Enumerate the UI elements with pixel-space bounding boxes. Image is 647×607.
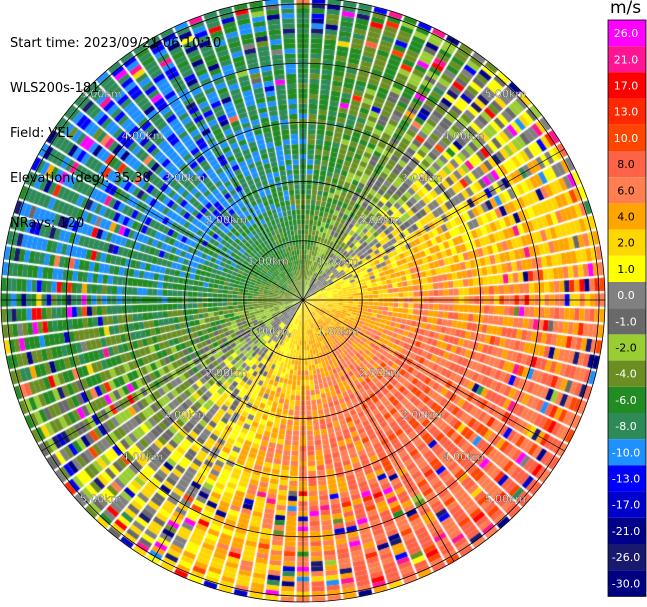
- ring-label: 2.00km: [206, 367, 248, 380]
- azimuth-line-300: [41, 148, 304, 301]
- colorbar-frame: [607, 19, 647, 597]
- colorbar-label: 1.0: [617, 263, 635, 276]
- ring-label: 1.00km: [317, 325, 359, 338]
- azimuth-line-240: [41, 299, 304, 452]
- ray-count: NRays: 120: [10, 216, 85, 231]
- colorbar-cell: [608, 386, 646, 413]
- colorbar-cell: [608, 544, 646, 571]
- ring-label: 1.00km: [247, 325, 289, 338]
- colorbar-cell: [608, 124, 646, 151]
- colorbar-cell: [608, 308, 646, 335]
- colorbar-label: -30.0: [612, 577, 640, 590]
- colorbar-label: -17.0: [612, 499, 640, 512]
- colorbar-label: -13.0: [612, 473, 640, 486]
- colorbar-unit: m/s: [610, 0, 642, 18]
- colorbar-cell: [608, 282, 646, 309]
- colorbar-cell: [608, 20, 646, 47]
- colorbar-label: 21.0: [614, 53, 639, 66]
- ring-label: 5.00km: [80, 492, 122, 505]
- colorbar-label: -21.0: [612, 525, 640, 538]
- ring-label: 3.00km: [164, 409, 206, 422]
- colorbar-cell: [608, 46, 646, 73]
- ring-label: 4.00km: [122, 130, 164, 143]
- colorbar-label: -8.0: [615, 420, 636, 433]
- colorbar-label: -26.0: [612, 551, 640, 564]
- colorbar-label: 4.0: [617, 211, 635, 224]
- colorbar-cell: [608, 517, 646, 544]
- colorbar-label: 26.0: [614, 27, 639, 40]
- ring-label: 2.00km: [206, 213, 248, 226]
- ring-label: 1.00km: [317, 255, 359, 268]
- colorbar-cell: [608, 413, 646, 440]
- azimuth-line-210: [151, 299, 304, 562]
- ring-label: 2.00km: [359, 213, 401, 226]
- colorbar-label: 13.0: [614, 106, 639, 119]
- ring-label: 4.00km: [122, 450, 164, 463]
- azimuth-line-150: [302, 299, 455, 562]
- azimuth-line-330: [151, 38, 304, 301]
- colorbar-cell: [608, 570, 646, 597]
- range-ring-labels: 1.00km 2.00km 3.00km 4.00km 5.00km 1.00km 2.00…: [80, 88, 526, 506]
- colorbar-cell: [608, 439, 646, 466]
- colorbar-cell: [608, 465, 646, 492]
- colorbar: 26.0 21.0 17.0 13.0 10.0 8.0 6.0 4.0 2.0 1.0 0.0 -1…: [607, 19, 647, 597]
- ring-label: 3.00km: [164, 171, 206, 184]
- ring-label: 4.00km: [443, 130, 485, 143]
- colorbar-label: -10.0: [612, 446, 640, 459]
- azimuth-line-30: [302, 38, 455, 301]
- colorbar-cell: [608, 203, 646, 230]
- colorbar-label: 0.0: [617, 289, 635, 302]
- colorbar-cell: [608, 491, 646, 518]
- start-time: Start time: 2023/09/21 06:10:10: [10, 36, 222, 51]
- ring-label: 5.00km: [484, 492, 526, 505]
- plot-info: Start time: 2023/09/21 06:10:10 WLS200s-…: [10, 6, 221, 246]
- instrument-name: WLS200s-181: [10, 81, 100, 96]
- elevation-angle: Elevation(deg): 35.30: [10, 171, 151, 186]
- azimuth-line-120: [302, 299, 565, 452]
- azimuth-lines: [1, 0, 605, 602]
- colorbar-label: -1.0: [615, 315, 636, 328]
- azimuth-line-60: [302, 148, 565, 301]
- colorbar-label: -4.0: [615, 368, 636, 381]
- colorbar-label: 17.0: [614, 80, 639, 93]
- colorbar-cell: [608, 360, 646, 387]
- field-name: Field: VEL: [10, 126, 73, 141]
- ring-label: 3.00km: [401, 171, 443, 184]
- colorbar-cell: [608, 334, 646, 361]
- colorbar-cell: [608, 98, 646, 125]
- colorbar-label: 6.0: [617, 184, 635, 197]
- colorbar-cell: [608, 177, 646, 204]
- colorbar-cell: [608, 255, 646, 282]
- colorbar-label: -6.0: [615, 394, 636, 407]
- colorbar-label: 2.0: [617, 237, 635, 250]
- colorbar-cell: [608, 72, 646, 99]
- colorbar-label: 10.0: [614, 132, 639, 145]
- ring-label: 3.00km: [401, 409, 443, 422]
- ring-label: 4.00km: [443, 450, 485, 463]
- ring-label: 5.00km: [484, 88, 526, 101]
- colorbar-label: -2.0: [615, 342, 636, 355]
- ring-label: 2.00km: [359, 367, 401, 380]
- colorbar-cell: [608, 229, 646, 256]
- colorbar-cell: [608, 151, 646, 178]
- ring-label: 5.00km: [80, 88, 122, 101]
- ring-label: 1.00km: [247, 255, 289, 268]
- colorbar-label: 8.0: [617, 158, 635, 171]
